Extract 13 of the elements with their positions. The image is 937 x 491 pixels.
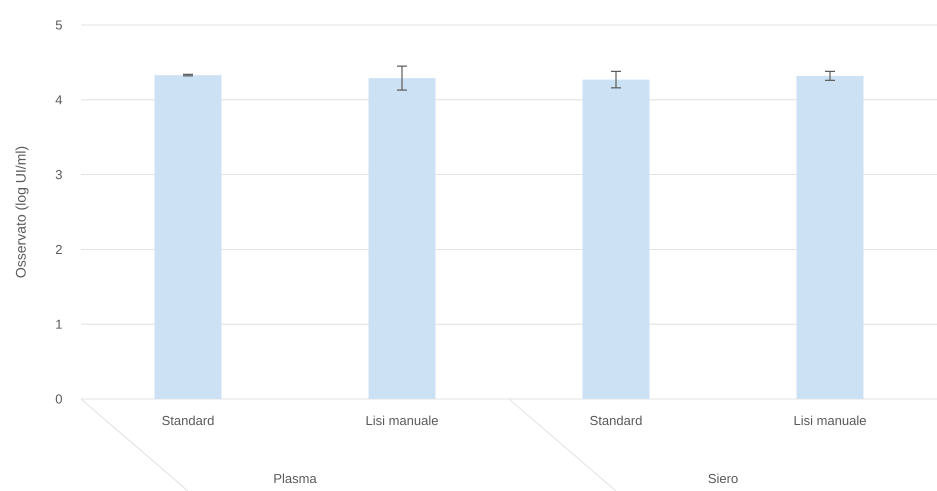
y-axis-title: Osservato (log UI/ml) [15, 146, 29, 278]
x-tick-label: Lisi manuale [366, 416, 438, 426]
x-tick-label: Lisi manuale [794, 416, 866, 426]
y-tick-label: 5 [56, 20, 62, 30]
text: Plasma [274, 474, 317, 484]
text: Siero [708, 474, 738, 484]
y-tick-label: 2 [56, 244, 62, 254]
y-tick-label: 0 [56, 394, 62, 404]
x-tick-label: Standard [162, 416, 214, 426]
x-tick-label: Standard [590, 416, 642, 426]
y-tick-label: 3 [56, 170, 62, 180]
y-tick-label: 4 [56, 95, 62, 104]
y-tick-label: 1 [56, 320, 62, 329]
